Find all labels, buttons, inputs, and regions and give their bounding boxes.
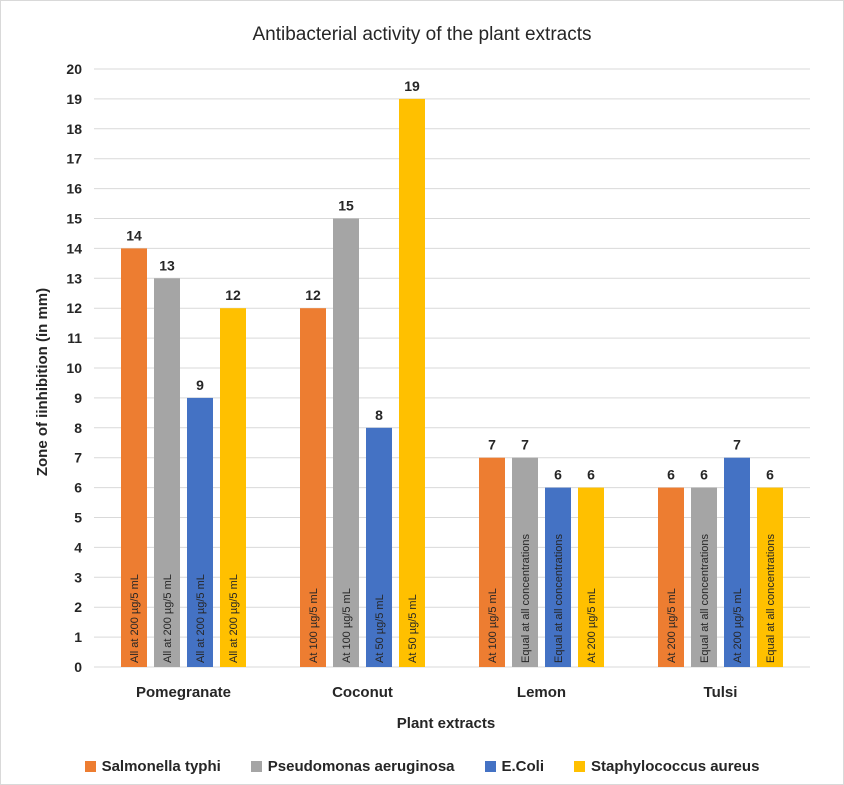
data-label: 6 (766, 467, 774, 483)
bar-note: All at 200 µg/5 mL (228, 574, 240, 663)
bars: 14 All at 200 µg/5 mL 13 All at 200 µg/5 mL… (121, 78, 783, 667)
legend: Salmonella typhi Pseudomonas aeruginosa E.… (0, 758, 844, 775)
x-category-label: Tulsi (704, 684, 738, 701)
legend-swatch (484, 761, 496, 772)
y-tick-label: 20 (66, 61, 82, 77)
y-tick-label: 12 (66, 300, 82, 316)
data-label: 12 (225, 287, 241, 303)
legend-swatch (574, 761, 586, 772)
bar-note: Equal at all concentrations (553, 533, 565, 663)
x-axis-title: Plant extracts (397, 715, 495, 732)
x-category-label: Lemon (517, 684, 566, 701)
legend-item: Staphylococcus aureus (574, 758, 759, 775)
bar (333, 218, 359, 667)
data-label: 9 (196, 377, 204, 393)
y-tick-label: 5 (74, 510, 82, 526)
y-tick-label: 13 (66, 270, 82, 286)
legend-label: Staphylococcus aureus (591, 758, 760, 775)
y-tick-label: 18 (66, 121, 82, 137)
bar (154, 278, 180, 667)
bar-note: At 200 µg/5 mL (732, 588, 744, 663)
y-tick-label: 15 (66, 211, 82, 227)
bar-note: All at 200 µg/5 mL (129, 574, 141, 663)
bar-note: At 100 µg/5 mL (487, 588, 499, 663)
data-label: 15 (338, 198, 354, 214)
data-label: 6 (667, 467, 675, 483)
bar-note: Equal at all concentrations (765, 533, 777, 663)
data-label: 6 (700, 467, 708, 483)
y-tick-label: 1 (74, 629, 82, 645)
legend-swatch (84, 761, 96, 772)
legend-label: E.Coli (501, 758, 545, 775)
bar-note: At 50 µg/5 mL (374, 594, 386, 663)
data-label: 8 (375, 407, 383, 423)
y-axis-title: Zone of iinhibition (in mm) (34, 288, 51, 476)
y-tick-label: 9 (74, 390, 82, 406)
legend-item: E.Coli (484, 758, 545, 775)
data-label: 14 (126, 227, 142, 243)
bar (366, 427, 392, 667)
y-tick-label: 10 (66, 360, 82, 376)
y-tick-label: 2 (74, 599, 82, 615)
bar-note: At 50 µg/5 mL (407, 594, 419, 663)
legend-label: Salmonella typhi (101, 758, 221, 775)
data-label: 13 (159, 257, 175, 273)
bar (691, 487, 717, 667)
data-label: 12 (305, 287, 321, 303)
legend-swatch (250, 761, 262, 772)
bar (757, 487, 783, 667)
y-tick-label: 17 (66, 151, 82, 167)
bar (512, 457, 538, 667)
legend-item: Salmonella typhi (84, 758, 221, 775)
y-tick-label: 6 (74, 480, 82, 496)
data-label: 7 (488, 437, 496, 453)
y-tick-label: 0 (74, 659, 82, 675)
gridlines (94, 68, 810, 668)
y-tick-label: 19 (66, 91, 82, 107)
bar (658, 487, 684, 667)
bar (578, 487, 604, 667)
bar (724, 457, 750, 667)
data-label: 6 (587, 467, 595, 483)
y-tick-label: 16 (66, 181, 82, 197)
y-tick-label: 4 (74, 539, 82, 555)
legend-label: Pseudomonas aeruginosa (267, 758, 455, 775)
bar (399, 98, 425, 667)
data-label: 7 (521, 437, 529, 453)
chart-title: Antibacterial activity of the plant extr… (252, 24, 592, 45)
bar (220, 308, 246, 667)
data-label: 7 (733, 437, 741, 453)
data-label: 19 (404, 78, 420, 94)
bar-note: All at 200 µg/5 mL (195, 574, 207, 663)
x-category-label: Pomegranate (136, 684, 231, 701)
y-tick-label: 11 (67, 330, 82, 346)
y-tick-label: 14 (66, 240, 82, 256)
y-tick-label: 3 (74, 569, 82, 585)
bar (121, 248, 147, 667)
legend-item: Pseudomonas aeruginosa (250, 758, 455, 775)
data-label: 6 (554, 467, 562, 483)
bar-note: Equal at all concentrations (520, 533, 532, 663)
y-tick-label: 8 (74, 420, 82, 436)
bar-note: All at 200 µg/5 mL (162, 574, 174, 663)
x-category-label: Coconut (332, 684, 393, 701)
y-tick-label: 7 (74, 450, 82, 466)
bar-note: At 200 µg/5 mL (586, 588, 598, 663)
bar (479, 457, 505, 667)
bar (187, 397, 213, 667)
bar-note: At 100 µg/5 mL (308, 588, 320, 663)
bar (545, 487, 571, 667)
x-axis-categories: Pomegranate Coconut Lemon Tulsi (136, 684, 737, 701)
bar (300, 308, 326, 667)
bar-note: At 200 µg/5 mL (666, 588, 678, 663)
bar-note: Equal at all concentrations (699, 533, 711, 663)
bar-note: At 100 µg/5 mL (341, 588, 353, 663)
